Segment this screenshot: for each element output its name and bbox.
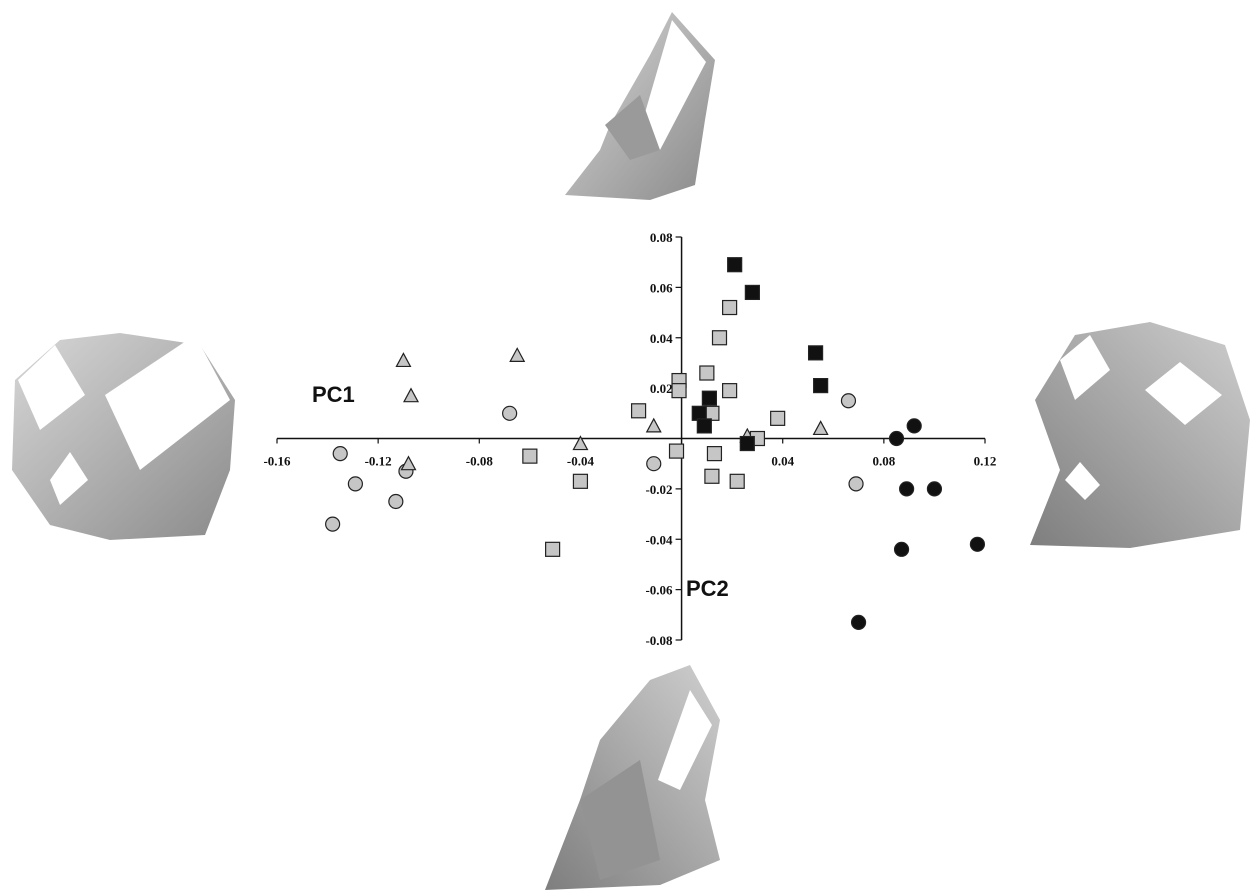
x-tick-label: 0.08 xyxy=(872,454,895,469)
point xyxy=(969,536,986,552)
point xyxy=(545,541,561,557)
x-tick-label: 0.04 xyxy=(771,454,794,469)
point xyxy=(691,405,707,421)
x-tick-label: -0.16 xyxy=(263,454,291,469)
point xyxy=(699,365,715,381)
y-tick-label: -0.06 xyxy=(645,583,673,598)
point xyxy=(744,284,760,301)
y-axis-label: PC2 xyxy=(686,576,729,601)
point xyxy=(840,393,857,409)
x-tick-label: -0.08 xyxy=(466,454,494,469)
point xyxy=(522,448,538,464)
x-axis-label: PC1 xyxy=(312,382,355,407)
point xyxy=(332,446,348,462)
point xyxy=(572,473,589,489)
point xyxy=(403,387,420,403)
point xyxy=(926,481,943,497)
x-tick-label: -0.04 xyxy=(567,454,595,469)
point xyxy=(347,476,363,492)
point xyxy=(395,352,412,368)
point xyxy=(704,468,720,484)
shape-right xyxy=(1030,322,1250,548)
point xyxy=(739,435,755,452)
point xyxy=(572,435,589,451)
x-tick-label: -0.12 xyxy=(365,454,392,469)
point xyxy=(671,383,687,399)
y-tick-label: 0.06 xyxy=(650,280,673,295)
point xyxy=(899,481,915,497)
point xyxy=(646,456,662,472)
point xyxy=(701,390,717,406)
point xyxy=(696,418,712,434)
plot-area: -0.16 -0.12 -0.08 -0.04 0.04 0.08 0.12 -0.08 -0.… xyxy=(263,230,996,648)
y-tick-label: -0.08 xyxy=(645,633,673,648)
point xyxy=(645,417,662,433)
shape-top xyxy=(565,12,715,200)
point xyxy=(325,516,341,532)
y-tick-label: -0.04 xyxy=(645,532,673,547)
y-tick-label: 0.08 xyxy=(650,230,673,245)
point xyxy=(893,541,910,557)
y-tick-label: 0.04 xyxy=(650,331,673,346)
point xyxy=(706,446,723,462)
point xyxy=(502,405,518,421)
point xyxy=(704,405,720,421)
point xyxy=(711,330,728,346)
point xyxy=(722,299,738,316)
shape-left xyxy=(12,333,235,540)
point xyxy=(812,420,829,436)
y-tick-label: 0.02 xyxy=(650,381,673,396)
point xyxy=(770,410,786,426)
point xyxy=(888,430,905,447)
point xyxy=(668,443,685,459)
point xyxy=(807,345,824,361)
point xyxy=(722,383,738,399)
point xyxy=(630,403,647,419)
point xyxy=(813,378,829,394)
point xyxy=(509,347,526,362)
point xyxy=(848,476,864,492)
point xyxy=(388,493,404,510)
point xyxy=(906,418,922,434)
point xyxy=(850,614,867,630)
shape-bottom xyxy=(545,665,720,890)
point xyxy=(400,455,417,471)
x-tick-label: 0.12 xyxy=(974,454,997,469)
y-tick-label: -0.02 xyxy=(645,482,672,497)
point xyxy=(729,473,745,489)
point xyxy=(727,257,743,273)
